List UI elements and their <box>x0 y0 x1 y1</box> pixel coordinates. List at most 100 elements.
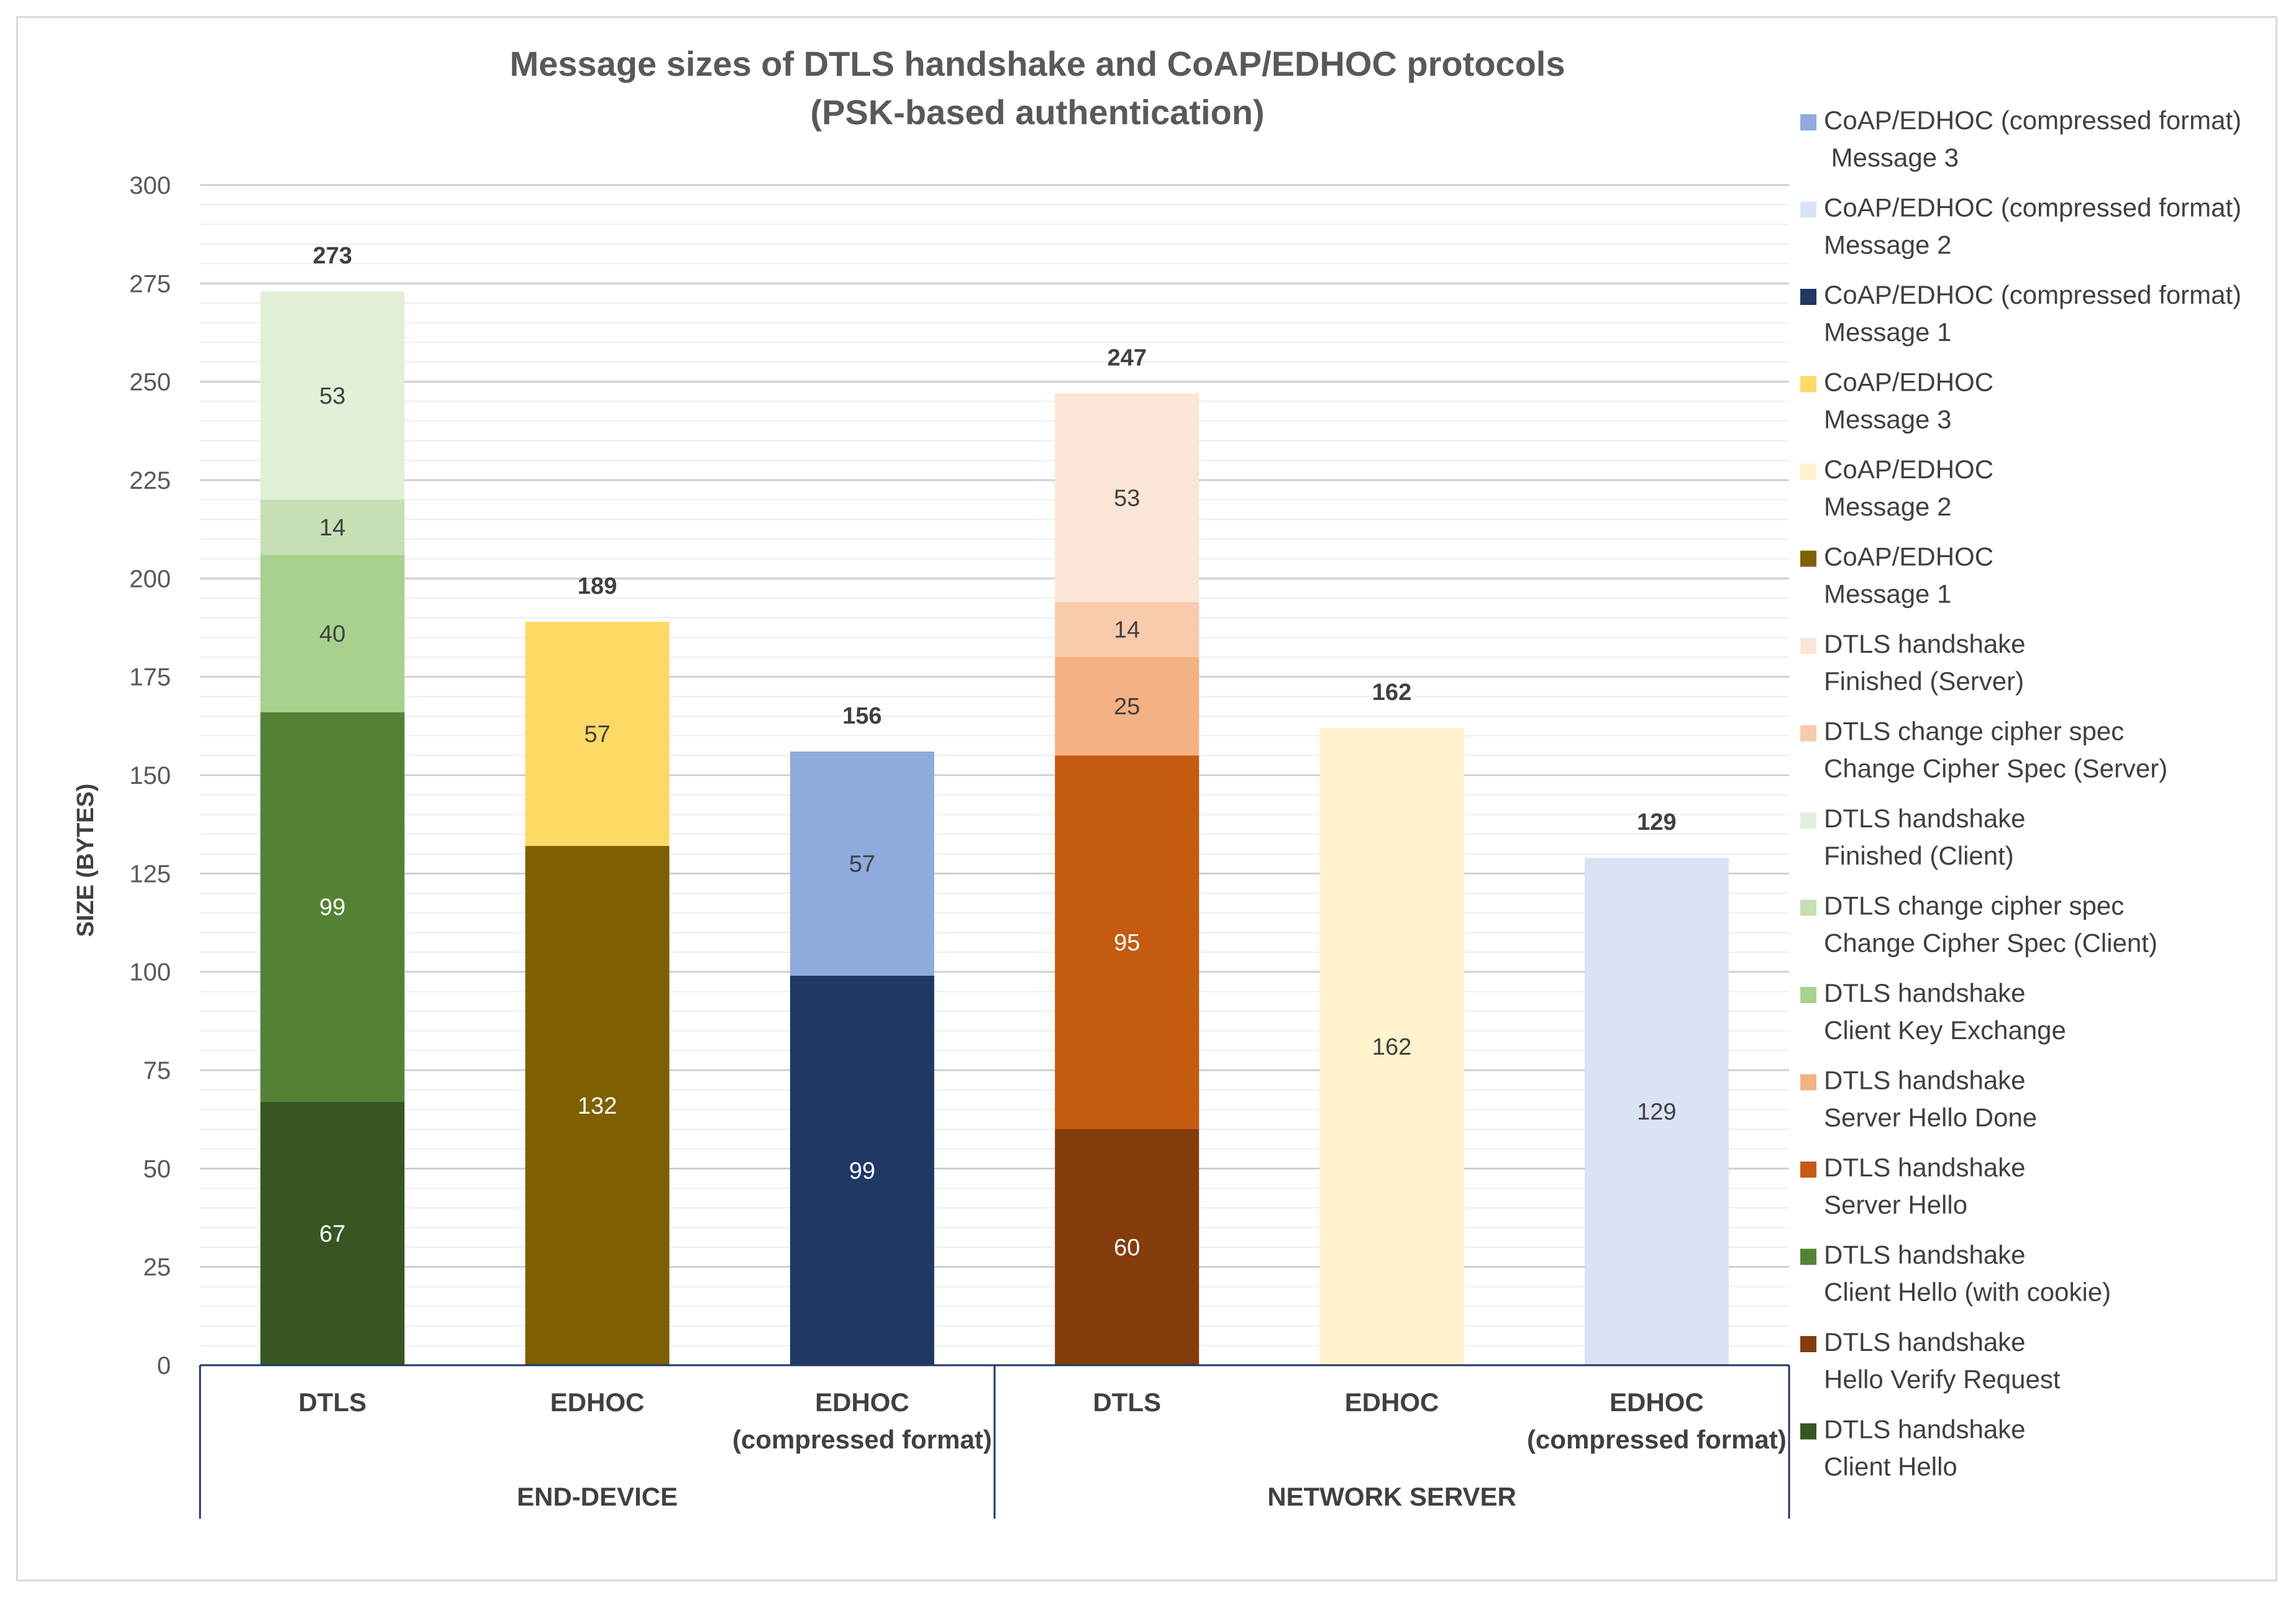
legend-swatch <box>1800 463 1816 480</box>
legend-swatch <box>1800 899 1816 916</box>
legend-label: DTLS change cipher spec <box>1824 717 2124 746</box>
legend-label: CoAP/EDHOC (compressed format) <box>1824 106 2241 135</box>
category-label: EDHOC <box>1610 1388 1704 1417</box>
legend-swatch <box>1800 812 1816 829</box>
legend-swatch <box>1800 1248 1816 1265</box>
legend-label-line2: Client Hello (with cookie) <box>1824 1278 2111 1307</box>
y-tick-label: 125 <box>129 860 171 888</box>
legend-label-line2: Message 3 <box>1824 143 1959 172</box>
bar-segment <box>1584 858 1729 1365</box>
group-label: NETWORK SERVER <box>1267 1482 1516 1511</box>
legend-label-line2: Change Cipher Spec (Client) <box>1824 929 2157 958</box>
legend-label-line2: Server Hello <box>1824 1190 1967 1219</box>
y-tick-label: 250 <box>129 369 171 396</box>
legend-label-line2: Server Hello Done <box>1824 1103 2037 1132</box>
legend: CoAP/EDHOC (compressed format) Message 3… <box>1800 106 2241 1481</box>
gridlines <box>200 184 1789 1347</box>
bar-segment <box>1055 393 1200 602</box>
category-label: EDHOC <box>550 1388 645 1417</box>
chart-title: Message sizes of DTLS handshake and CoAP… <box>509 44 1565 83</box>
bar-total-label: 273 <box>312 243 352 269</box>
legend-label-line2: Change Cipher Spec (Server) <box>1824 754 2167 783</box>
y-tick-label: 225 <box>129 467 171 494</box>
legend-label-line2: Message 1 <box>1824 317 1951 347</box>
segment-value-label: 14 <box>1114 617 1140 643</box>
bar-segment <box>525 622 670 846</box>
bar-total-label: 189 <box>578 573 617 599</box>
segment-value-label: 57 <box>584 722 610 748</box>
y-tick-label: 75 <box>144 1057 171 1084</box>
legend-label-line2: Message 2 <box>1824 230 1951 260</box>
legend-swatch <box>1800 725 1816 742</box>
legend-swatch <box>1800 1161 1816 1178</box>
segment-value-label: 53 <box>319 383 345 409</box>
y-tick-label: 200 <box>129 565 171 593</box>
legend-label: CoAP/EDHOC <box>1824 368 1993 397</box>
legend-label-line2: Finished (Server) <box>1824 666 2024 696</box>
legend-swatch <box>1800 987 1816 1003</box>
legend-label: CoAP/EDHOC (compressed format) <box>1824 280 2241 309</box>
bar-segment <box>1055 755 1200 1129</box>
y-tick-label: 300 <box>129 172 171 199</box>
legend-swatch <box>1800 1336 1816 1352</box>
bars: 67 99 40 14 53 273 132 57 189 99 57 156 60 95 25 14 53 24… <box>260 243 1729 1365</box>
bar-total-label: 156 <box>842 703 882 729</box>
y-axis-label: SIZE (BYTES) <box>73 783 99 937</box>
legend-swatch <box>1800 638 1816 654</box>
bar-segment <box>790 752 934 976</box>
bar-segment <box>260 1101 405 1365</box>
segment-value-label: 53 <box>1114 486 1140 512</box>
segment-value-label: 40 <box>319 621 345 647</box>
category-label: EDHOC <box>1345 1388 1439 1417</box>
legend-swatch <box>1800 289 1816 305</box>
y-tick-label: 0 <box>157 1352 171 1380</box>
bar-total-label: 247 <box>1107 345 1146 371</box>
legend-swatch <box>1800 1074 1816 1091</box>
category-label: DTLS <box>298 1388 367 1417</box>
legend-label: CoAP/EDHOC <box>1824 542 1993 571</box>
bar-segment <box>260 555 405 712</box>
bar-segment <box>1055 1129 1200 1365</box>
bar-segment <box>525 846 670 1365</box>
bar-segment <box>260 499 405 555</box>
legend-swatch <box>1800 201 1816 218</box>
legend-label: DTLS handshake <box>1824 1153 2026 1182</box>
y-tick-label: 25 <box>144 1254 171 1281</box>
legend-swatch <box>1800 550 1816 567</box>
segment-value-label: 14 <box>319 515 345 541</box>
legend-label: DTLS handshake <box>1824 978 2026 1007</box>
segment-value-label: 57 <box>849 852 875 878</box>
legend-label: CoAP/EDHOC <box>1824 455 1993 484</box>
group-label: END-DEVICE <box>517 1482 678 1511</box>
segment-value-label: 60 <box>1114 1235 1140 1261</box>
segment-value-label: 99 <box>319 894 345 920</box>
legend-swatch <box>1800 114 1816 130</box>
bar-segment <box>1319 728 1464 1365</box>
bar-segment <box>1055 657 1200 756</box>
legend-label-line2: Client Hello <box>1824 1452 1957 1481</box>
category-label: DTLS <box>1093 1388 1161 1417</box>
chart-subtitle: (PSK-based authentication) <box>810 93 1264 132</box>
bar-total-label: 162 <box>1372 680 1411 706</box>
bar-segment <box>790 976 934 1365</box>
legend-label-line2: Hello Verify Request <box>1824 1365 2061 1394</box>
legend-label-line2: Client Key Exchange <box>1824 1016 2066 1045</box>
bar-total-label: 129 <box>1637 809 1676 835</box>
legend-label-line2: Finished (Client) <box>1824 841 2014 870</box>
bar-segment <box>260 291 405 500</box>
y-tick-label: 175 <box>129 664 171 691</box>
legend-label-line2: Message 2 <box>1824 492 1951 521</box>
category-label-line2: (compressed format) <box>1527 1425 1787 1454</box>
category-label: EDHOC <box>815 1388 909 1417</box>
y-tick-label: 100 <box>129 959 171 986</box>
y-tick-label: 150 <box>129 762 171 789</box>
segment-value-label: 129 <box>1637 1099 1676 1125</box>
legend-swatch <box>1800 1423 1816 1440</box>
legend-label: DTLS handshake <box>1824 1327 2026 1357</box>
segment-value-label: 95 <box>1114 930 1140 956</box>
bar-segment <box>1055 602 1200 657</box>
legend-label-line2: Message 3 <box>1824 405 1951 434</box>
legend-label: CoAP/EDHOC (compressed format) <box>1824 193 2241 222</box>
segment-value-label: 67 <box>319 1221 345 1247</box>
legend-label: DTLS handshake <box>1824 1066 2026 1095</box>
